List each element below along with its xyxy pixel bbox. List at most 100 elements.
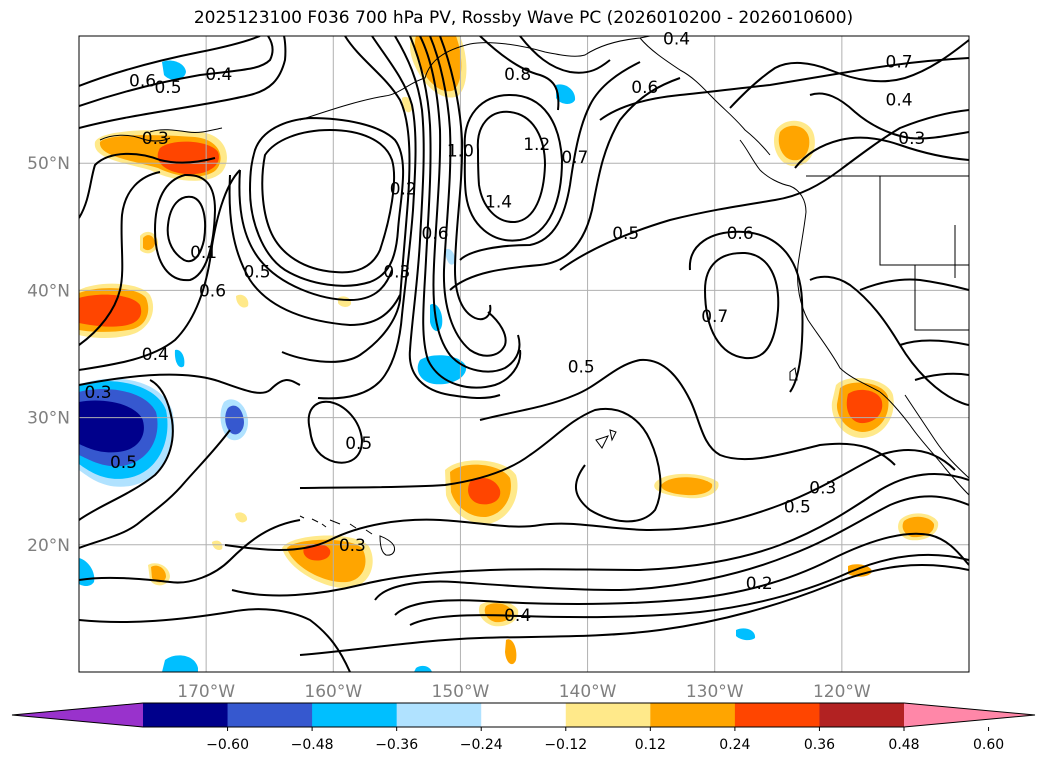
contour-label: 0.5 <box>612 224 639 244</box>
map-gridlines <box>79 36 969 672</box>
pv-contour <box>238 169 393 302</box>
map-coastlines <box>99 36 969 556</box>
contour-label: 0.6 <box>199 281 226 301</box>
colorbar-tick-label: −0.36 <box>375 737 418 753</box>
pv-contour <box>429 36 507 357</box>
pv-contour <box>729 39 969 109</box>
pv-contour <box>79 429 231 549</box>
longitude-tick-label: 120°W <box>813 682 871 702</box>
colorbar-segment <box>734 703 820 727</box>
pv-contour <box>307 400 364 464</box>
contour-label: 0.3 <box>383 262 410 282</box>
contour-label: 0.7 <box>561 148 588 168</box>
contour-label: 0.2 <box>390 180 417 200</box>
alaska-coastline <box>299 36 651 121</box>
pv-contour <box>809 92 969 140</box>
colorbar-segment <box>143 703 229 727</box>
pv-contour <box>899 339 969 346</box>
pv-contour <box>79 171 161 346</box>
colorbar-tick-label: −0.24 <box>460 737 503 753</box>
pv-contour <box>248 116 405 287</box>
pv-contour <box>559 109 969 271</box>
positive-anomaly-patch <box>338 296 352 307</box>
contour-label: 1.4 <box>485 192 512 212</box>
longitude-tick-labels: 170°W 160°W 150°W 140°W 130°W 120°W <box>177 682 871 702</box>
us-west-coastline <box>797 211 881 393</box>
colorbar-outline <box>11 702 1036 728</box>
pv-contour <box>79 608 351 672</box>
colorbar-segment <box>481 703 567 727</box>
contour-label: 1.2 <box>523 135 550 155</box>
colorbar-segment <box>650 703 736 727</box>
positive-anomaly-patch <box>778 125 810 161</box>
pv-contour <box>79 373 301 394</box>
contour-label: 0.4 <box>142 345 169 365</box>
bc-coastline <box>739 139 807 213</box>
colorbar-extend-min <box>12 703 143 727</box>
pv-contour <box>317 36 417 400</box>
pv-contour <box>459 61 641 261</box>
colorbar-extend-max <box>904 703 1035 727</box>
pv-contour <box>299 407 662 523</box>
contour-label: 0.6 <box>129 72 156 92</box>
contour-label: 0.5 <box>110 453 137 473</box>
contour-label: 0.3 <box>898 129 925 149</box>
pv-contour <box>394 532 969 616</box>
pv-contour <box>449 77 681 291</box>
negative-anomaly-patch <box>174 349 185 368</box>
negative-anomaly-patch <box>445 248 456 265</box>
pv-contour <box>479 358 896 466</box>
contour-label: 0.6 <box>727 224 754 244</box>
negative-anomaly-patch <box>414 665 432 672</box>
pv-contour <box>859 278 969 291</box>
state-border <box>879 176 969 266</box>
contour-label: 0.6 <box>421 224 448 244</box>
negative-anomaly-patch <box>225 405 244 435</box>
pc-shading-layer <box>79 36 939 672</box>
negative-anomaly-patch <box>736 628 756 641</box>
longitude-tick-label: 170°W <box>177 682 235 702</box>
positive-anomaly-patch <box>484 603 513 623</box>
latitude-tick-label: 40°N <box>27 281 70 301</box>
pv-contour <box>299 564 969 656</box>
contour-label: 0.5 <box>784 498 811 518</box>
pv-contour <box>439 36 492 321</box>
contour-label: 0.3 <box>85 383 112 403</box>
pv-contours <box>79 36 969 672</box>
pv-contour <box>794 136 969 169</box>
contour-label: 0.5 <box>568 358 595 378</box>
map-title: 2025123100 F036 700 hPa PV, Rossby Wave … <box>193 8 854 28</box>
colorbar-tick-label: 0.24 <box>719 737 750 753</box>
pv-contour <box>476 110 547 224</box>
positive-anomaly-patch <box>505 639 517 665</box>
contour-label: 0.5 <box>345 434 372 454</box>
pv-contour <box>914 372 969 381</box>
contour-label: 0.7 <box>886 52 913 72</box>
state-border <box>914 265 969 331</box>
pv-contour <box>79 152 216 219</box>
positive-anomaly-patch <box>236 294 249 308</box>
baja-coastline <box>879 391 969 496</box>
pv-contour <box>231 473 969 597</box>
pv-contour <box>79 169 241 371</box>
contour-label: 0.4 <box>663 30 690 50</box>
longitude-tick-label: 150°W <box>432 682 490 702</box>
pv-contour <box>599 57 969 121</box>
pv-contour <box>419 36 521 373</box>
positive-anomaly-patch <box>468 477 501 505</box>
pv-contour <box>261 128 396 274</box>
contour-label: 0.8 <box>504 65 531 85</box>
colorbar-segment <box>227 703 313 727</box>
pv-contour <box>703 251 780 360</box>
contour-label: 0.1 <box>190 243 217 263</box>
island-fragment <box>595 429 617 449</box>
colorbar-tick-label: 0.48 <box>888 737 919 753</box>
pv-contour <box>224 449 956 551</box>
positive-anomaly-patch <box>902 516 935 538</box>
colorbar-tick-label: 0.36 <box>804 737 835 753</box>
longitude-tick-label: 130°W <box>686 682 744 702</box>
pv-contour <box>409 553 969 626</box>
baja-inner-coastline <box>904 394 969 479</box>
pv-contour <box>79 379 174 521</box>
contour-label: 0.2 <box>746 574 773 594</box>
